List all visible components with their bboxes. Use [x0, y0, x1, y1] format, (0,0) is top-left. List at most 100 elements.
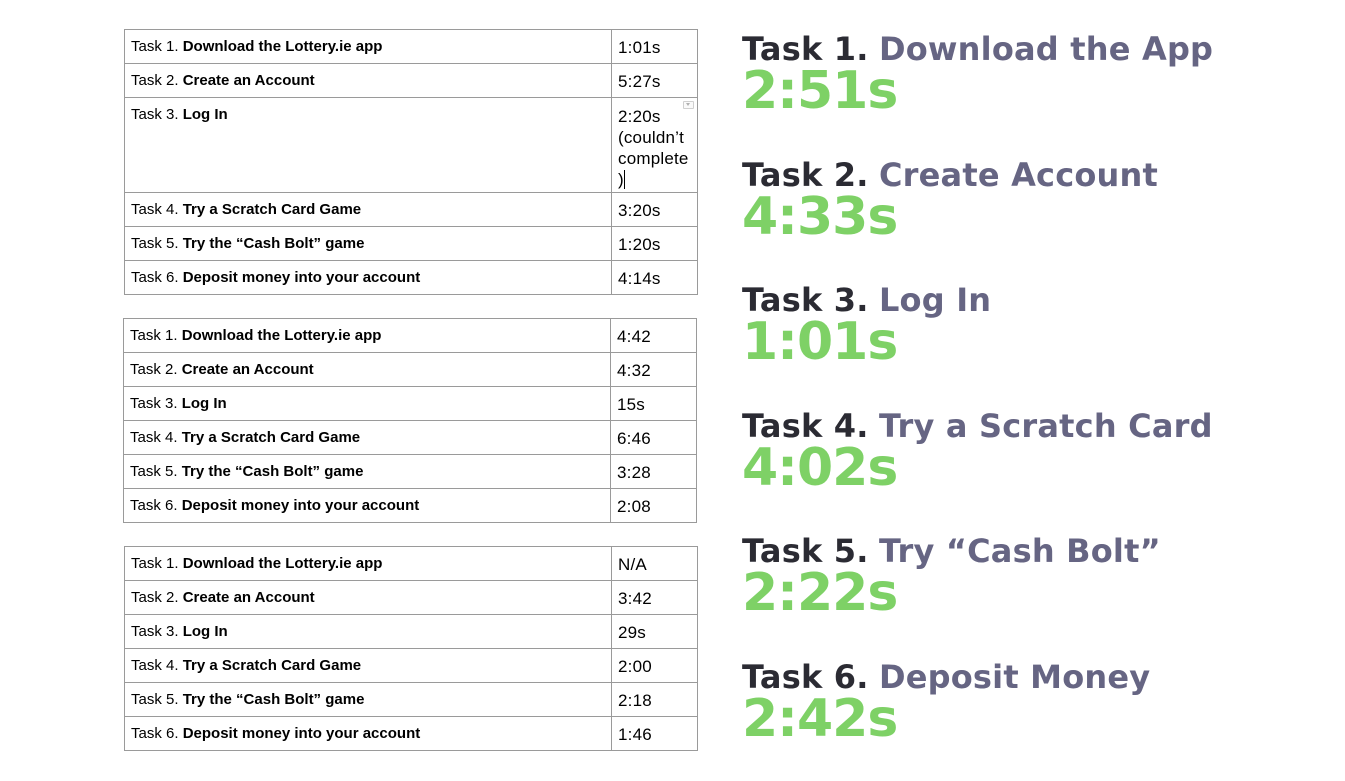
task-number: Task 1.: [130, 327, 178, 344]
table-row: Task 2. Create an Account 3:42: [125, 581, 698, 615]
summary-item: Task 4. Try a Scratch Card 4:02s: [742, 405, 1342, 531]
task-name: Try a Scratch Card Game: [182, 429, 360, 446]
time-cell-editing[interactable]: 2:20s (couldn’t complete ): [612, 98, 698, 193]
task-number: Task 3.: [131, 623, 179, 640]
task-name: Log In: [183, 106, 228, 123]
summary-item: Task 6. Deposit Money 2:42s: [742, 656, 1342, 781]
task-cell: Task 5. Try the “Cash Bolt” game: [125, 683, 612, 717]
task-number: Task 4.: [130, 429, 178, 446]
task-name: Create an Account: [183, 72, 315, 89]
time-cell: 1:20s: [612, 227, 698, 261]
task-cell: Task 2. Create an Account: [124, 353, 611, 387]
average-summary: Task 1. Download the App 2:51s Task 2. C…: [742, 28, 1342, 781]
summary-value: 1:01s: [742, 315, 1342, 369]
time-cell: 3:42: [612, 581, 698, 615]
task-cell: Task 1. Download the Lottery.ie app: [125, 547, 612, 581]
task-cell: Task 3. Log In: [125, 98, 612, 193]
task-number: Task 6.: [131, 725, 179, 742]
task-name: Try a Scratch Card Game: [183, 657, 361, 674]
time-cell: 5:27s: [612, 64, 698, 98]
task-name: Deposit money into your account: [183, 725, 421, 742]
time-cell: 29s: [612, 615, 698, 649]
task-name: Try the “Cash Bolt” game: [182, 463, 364, 480]
table-row: Task 4. Try a Scratch Card Game 6:46: [124, 421, 697, 455]
task-number: Task 2.: [130, 361, 178, 378]
table-row: Task 2. Create an Account 5:27s: [125, 64, 698, 98]
task-name: Download the Lottery.ie app: [183, 38, 383, 55]
task-cell: Task 6. Deposit money into your account: [125, 261, 612, 295]
task-cell: Task 5. Try the “Cash Bolt” game: [124, 455, 611, 489]
task-name: Deposit money into your account: [183, 269, 421, 286]
task-number: Task 5.: [131, 691, 179, 708]
time-value: 2:20s (couldn’t complete ): [618, 107, 689, 189]
time-cell: 4:14s: [612, 261, 698, 295]
time-cell: 15s: [611, 387, 697, 421]
task-number: Task 1.: [131, 555, 179, 572]
task-name: Create an Account: [182, 361, 314, 378]
table-row: Task 1. Download the Lottery.ie app 4:42: [124, 319, 697, 353]
summary-title: Deposit Money: [879, 658, 1150, 696]
task-cell: Task 2. Create an Account: [125, 581, 612, 615]
task-name: Try a Scratch Card Game: [183, 201, 361, 218]
summary-item: Task 1. Download the App 2:51s: [742, 28, 1342, 154]
task-name: Download the Lottery.ie app: [183, 555, 383, 572]
summary-title: Create Account: [879, 156, 1158, 194]
summary-value: 4:33s: [742, 190, 1342, 244]
task-number: Task 6.: [130, 497, 178, 514]
table-row: Task 5. Try the “Cash Bolt” game 3:28: [124, 455, 697, 489]
time-cell: 2:08: [611, 489, 697, 523]
results-table-1: Task 1. Download the Lottery.ie app 1:01…: [124, 29, 698, 295]
summary-item: Task 3. Log In 1:01s: [742, 279, 1342, 405]
task-name: Create an Account: [183, 589, 315, 606]
time-cell: 3:20s: [612, 193, 698, 227]
table-row: Task 4. Try a Scratch Card Game 3:20s: [125, 193, 698, 227]
summary-value: 2:22s: [742, 566, 1342, 620]
task-name: Log In: [183, 623, 228, 640]
table-row: Task 6. Deposit money into your account …: [125, 717, 698, 751]
cell-menu-icon[interactable]: [683, 101, 694, 109]
table-row: Task 3. Log In 29s: [125, 615, 698, 649]
time-cell: 4:32: [611, 353, 697, 387]
task-name: Download the Lottery.ie app: [182, 327, 382, 344]
time-cell: 1:46: [612, 717, 698, 751]
task-number: Task 5.: [131, 235, 179, 252]
task-cell: Task 3. Log In: [125, 615, 612, 649]
task-name: Deposit money into your account: [182, 497, 420, 514]
table-row: Task 4. Try a Scratch Card Game 2:00: [125, 649, 698, 683]
time-cell: 1:01s: [612, 30, 698, 64]
task-cell: Task 4. Try a Scratch Card Game: [125, 649, 612, 683]
table-row: Task 1. Download the Lottery.ie app N/A: [125, 547, 698, 581]
table-row: Task 6. Deposit money into your account …: [124, 489, 697, 523]
time-cell: 2:18: [612, 683, 698, 717]
summary-value: 4:02s: [742, 441, 1342, 495]
task-name: Log In: [182, 395, 227, 412]
time-cell: 2:00: [612, 649, 698, 683]
table-row: Task 2. Create an Account 4:32: [124, 353, 697, 387]
results-table-3: Task 1. Download the Lottery.ie app N/A …: [124, 546, 698, 751]
table-row: Task 1. Download the Lottery.ie app 1:01…: [125, 30, 698, 64]
task-name: Try the “Cash Bolt” game: [183, 691, 365, 708]
summary-item: Task 2. Create Account 4:33s: [742, 154, 1342, 280]
text-cursor: [624, 170, 625, 189]
task-cell: Task 1. Download the Lottery.ie app: [124, 319, 611, 353]
task-cell: Task 5. Try the “Cash Bolt” game: [125, 227, 612, 261]
table-row: Task 5. Try the “Cash Bolt” game 2:18: [125, 683, 698, 717]
summary-title: Try a Scratch Card: [879, 407, 1213, 445]
task-cell: Task 6. Deposit money into your account: [124, 489, 611, 523]
summary-value: 2:42s: [742, 692, 1342, 746]
task-cell: Task 4. Try a Scratch Card Game: [125, 193, 612, 227]
summary-value: 2:51s: [742, 64, 1342, 118]
task-cell: Task 2. Create an Account: [125, 64, 612, 98]
time-cell: 6:46: [611, 421, 697, 455]
time-cell: 4:42: [611, 319, 697, 353]
task-number: Task 2.: [131, 72, 179, 89]
task-number: Task 4.: [131, 657, 179, 674]
task-number: Task 1.: [131, 38, 179, 55]
task-cell: Task 4. Try a Scratch Card Game: [124, 421, 611, 455]
task-number: Task 3.: [130, 395, 178, 412]
task-cell: Task 1. Download the Lottery.ie app: [125, 30, 612, 64]
task-number: Task 2.: [131, 589, 179, 606]
time-cell: 3:28: [611, 455, 697, 489]
table-row: Task 5. Try the “Cash Bolt” game 1:20s: [125, 227, 698, 261]
task-number: Task 4.: [131, 201, 179, 218]
